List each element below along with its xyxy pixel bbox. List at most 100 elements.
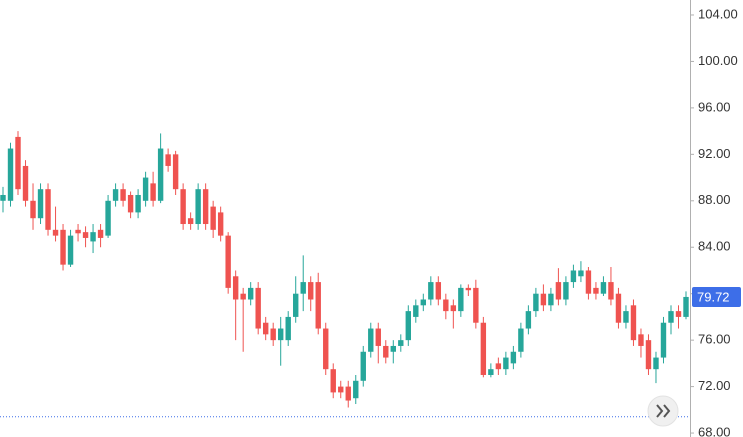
candle-body <box>105 200 111 236</box>
candle-body <box>278 328 284 341</box>
candle-body <box>127 194 134 213</box>
candle-body <box>45 189 51 230</box>
y-tick-label: 100.00 <box>698 53 738 68</box>
candle-body <box>120 189 126 201</box>
candle-body <box>435 282 442 300</box>
last-price-label: 79.72 <box>697 289 730 304</box>
y-tick-label: 68.00 <box>698 424 731 437</box>
candle-body <box>683 296 689 317</box>
scroll-icon[interactable] <box>656 404 671 418</box>
candle-body <box>458 287 464 312</box>
candle-body <box>97 229 104 238</box>
candle-body <box>300 282 306 294</box>
candle-body <box>360 351 366 381</box>
candle-body <box>353 380 359 399</box>
candle-body <box>660 322 667 358</box>
candle-body <box>525 311 532 329</box>
y-tick-label: 92.00 <box>698 146 731 161</box>
candle-body <box>7 148 14 201</box>
candle-body <box>510 351 517 364</box>
candle-body <box>345 386 351 401</box>
scroll-button[interactable] <box>647 395 679 427</box>
candle-body <box>150 183 156 201</box>
candle-body <box>653 357 659 370</box>
candle-body <box>375 328 381 346</box>
candle-body <box>638 334 644 346</box>
candle-body <box>533 293 539 312</box>
candle-body <box>202 189 209 225</box>
candle-body <box>593 287 599 294</box>
candle-body <box>615 293 622 323</box>
candle-body <box>450 305 457 312</box>
candle-body <box>262 322 269 335</box>
candle-body <box>225 235 231 288</box>
candle-body <box>217 212 224 236</box>
candle-body <box>570 270 577 283</box>
candle-body <box>518 328 524 352</box>
candle-body <box>428 282 434 300</box>
candle-body <box>578 270 584 277</box>
candle-body <box>270 328 276 341</box>
candle-body <box>600 282 607 294</box>
candle-body <box>255 287 261 329</box>
candle-body <box>75 229 81 234</box>
candle-body <box>195 189 201 225</box>
candle-body <box>247 287 254 300</box>
candle-body <box>232 276 239 300</box>
candle-body <box>180 189 186 225</box>
candle-body <box>187 218 194 225</box>
candle-body <box>315 282 321 329</box>
y-tick-label: 76.00 <box>698 332 731 347</box>
candle-body <box>473 287 479 323</box>
candle-body <box>443 299 449 312</box>
candle-body <box>82 232 89 238</box>
candle-body <box>630 305 637 341</box>
candle-body <box>465 287 472 291</box>
y-tick-label: 84.00 <box>698 239 731 254</box>
candle-body <box>338 386 344 393</box>
candle-body <box>285 316 291 341</box>
y-tick-label: 72.00 <box>698 378 731 393</box>
candle-body <box>548 293 554 306</box>
candle-body <box>323 328 329 370</box>
candle-body <box>585 270 592 294</box>
candle-body <box>405 311 411 341</box>
candle-body <box>675 311 682 317</box>
candle-body <box>488 369 494 375</box>
candle-body <box>540 293 547 306</box>
candle-body <box>390 345 396 352</box>
candle-body <box>22 165 29 201</box>
candle-body <box>668 311 674 323</box>
candle-body <box>60 229 66 265</box>
candle-body <box>15 136 21 190</box>
candle-body <box>142 177 149 201</box>
candle-body <box>52 229 59 236</box>
candle-body <box>563 282 569 300</box>
candle-body <box>210 206 216 230</box>
candle-body <box>495 363 502 370</box>
candle-body <box>112 189 119 201</box>
candle-body <box>30 200 36 219</box>
candle-body <box>135 194 141 213</box>
candle-body <box>645 340 652 370</box>
y-tick-label: 104.00 <box>698 6 738 21</box>
candle-body <box>608 282 614 300</box>
candle-body <box>398 340 404 346</box>
candle-body <box>555 282 562 300</box>
candle-body <box>0 194 6 201</box>
candle-body <box>37 189 44 219</box>
y-tick-label: 96.00 <box>698 99 731 114</box>
candle-body <box>240 293 246 300</box>
candle-body <box>67 235 74 265</box>
candle-body <box>293 293 299 317</box>
candle-body <box>165 154 171 166</box>
candle-body <box>413 305 419 317</box>
candle-body <box>480 322 487 375</box>
candle-body <box>623 311 629 323</box>
candle-body <box>420 299 427 306</box>
candle-body <box>308 282 314 300</box>
candle-body <box>90 232 96 242</box>
candle-body <box>172 154 179 190</box>
